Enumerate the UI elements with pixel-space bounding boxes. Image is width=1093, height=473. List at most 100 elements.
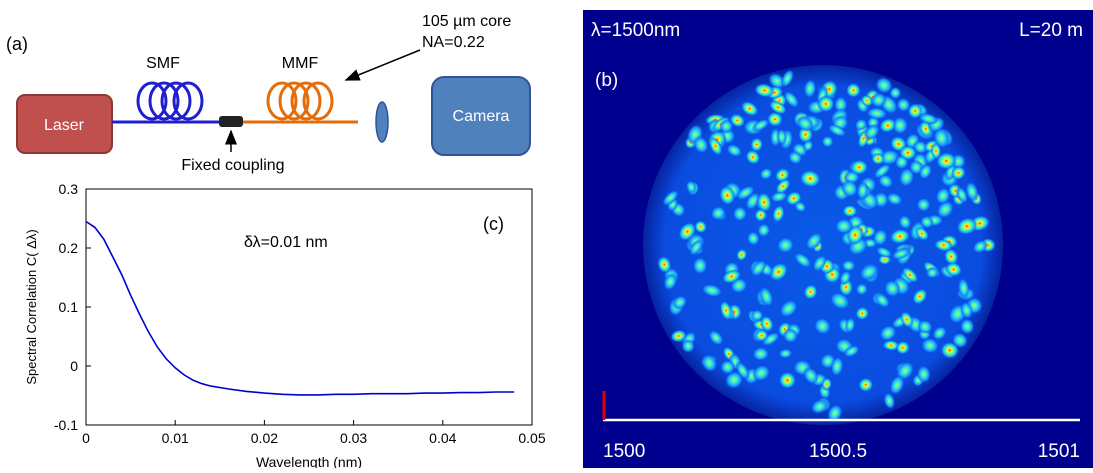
speckle-spot (821, 377, 832, 391)
speckle-spot (750, 137, 764, 152)
speckle-spot (972, 239, 988, 254)
speckle-spot (663, 272, 678, 291)
speckle-spot (879, 117, 897, 133)
speckle-spot (754, 83, 775, 98)
speckle-spot (898, 214, 912, 230)
speckle-spot (678, 222, 697, 242)
speckle-spot (916, 365, 931, 384)
speckle-spot (813, 317, 832, 335)
speckle-spot (935, 152, 957, 170)
scale-tick-end: 1501 (1038, 441, 1080, 462)
speckle-spot (752, 364, 771, 382)
speckle-spot (701, 283, 723, 298)
speckle-spot (796, 115, 815, 132)
camera-box (431, 76, 531, 156)
camera-label: Camera (453, 108, 510, 125)
speckle-spot (759, 167, 773, 180)
speckle-spot (759, 286, 774, 307)
speckle-spot (799, 169, 821, 188)
speckle-spot (768, 72, 786, 90)
speckle-spot (787, 150, 803, 165)
speckle-spot (720, 359, 736, 375)
speckle-spot (889, 374, 905, 396)
laser-label: Laser (44, 117, 85, 134)
speckle-spot (956, 217, 978, 236)
mmf-coil (266, 81, 334, 121)
speckle-spot (943, 248, 959, 266)
speckle-spot (752, 346, 770, 362)
speckle-spot (701, 353, 718, 373)
speckle-spot (863, 124, 880, 141)
schematic-and-plot: (a) Laser SMF Fixed coupling (6, 13, 546, 470)
speckle-spot (767, 111, 783, 127)
speckle-spot (896, 97, 911, 113)
speckle-spot (842, 204, 858, 218)
speckle-spot (898, 145, 917, 161)
speckle-spot (889, 86, 902, 100)
speckle-spot (827, 123, 847, 137)
fixed-coupler (219, 116, 243, 127)
speckle-spot (934, 239, 954, 252)
speckle-spot (850, 159, 869, 175)
speckle-spot (735, 185, 756, 201)
speckle-spot (860, 94, 874, 107)
speckle-spot (907, 103, 923, 119)
speckle-spot (776, 236, 795, 254)
x-tick-label: 0.01 (162, 430, 189, 446)
speckle-spot (708, 329, 724, 346)
speckle-spot (803, 366, 819, 385)
speckle-spot (866, 107, 888, 120)
speckle-spot (898, 167, 915, 188)
speckle-spots (657, 69, 996, 423)
speckle-spot (918, 112, 939, 125)
smf-coil (136, 81, 204, 121)
speckle-spot (875, 76, 893, 94)
speckle-spot (726, 143, 743, 158)
speckle-spot (965, 181, 979, 202)
y-tick-label: 0 (70, 358, 78, 374)
speckle-spot (882, 339, 900, 351)
speckle-spot (827, 404, 843, 423)
speckle-spot (858, 377, 874, 393)
delta-lambda-annotation: δλ=0.01 nm (244, 234, 328, 251)
speckle-spot (662, 189, 680, 207)
speckle-spot (657, 255, 672, 274)
length-label: L=20 m (1019, 20, 1083, 41)
speckle-spot (817, 95, 835, 113)
speckle-spot (871, 152, 885, 165)
lens (375, 101, 389, 143)
panel-label-b: (b) (595, 70, 618, 91)
correlation-plot: -0.100.10.20.3 0 0.01 0.02 0.03 0.04 0.05 (c)… (24, 181, 546, 470)
speckle-spot (830, 356, 844, 377)
speckle-spot (782, 328, 799, 344)
speckle-spot (879, 324, 897, 342)
speckle-spot (950, 165, 966, 181)
speckle-spot (768, 100, 787, 115)
speckle-spot (670, 329, 687, 343)
x-tick-label: 0.02 (251, 430, 278, 446)
speckle-spot (719, 185, 736, 206)
scale-tick-start: 1500 (603, 441, 645, 462)
speckle-spot (821, 135, 834, 148)
speckle-spot (672, 295, 688, 310)
smf-label: SMF (146, 55, 180, 72)
speckle-spot (839, 270, 852, 286)
fiber-spec-arrow (344, 49, 421, 81)
speckle-spot (959, 318, 975, 335)
speckle-spot (834, 218, 854, 235)
speckle-spot (793, 252, 812, 269)
speckle-spot (732, 206, 748, 222)
y-axis-label: Spectral Correlation C( Δλ) (24, 229, 39, 384)
speckle-spot (740, 101, 759, 117)
x-tick-label: 0.05 (518, 430, 545, 446)
speckle-spot (925, 266, 939, 279)
speckle-spot (856, 181, 869, 201)
speckle-spot (944, 261, 963, 277)
speckle-spot (810, 399, 829, 414)
speckle-spot (843, 344, 860, 358)
fiber-spec-na: NA=0.22 (422, 34, 485, 51)
speckle-panel: λ=1500nm L=20 m (b) 1500 1500.5 1501 (583, 10, 1093, 468)
speckle-spot (951, 332, 969, 349)
x-tick-label: 0.03 (340, 430, 367, 446)
speckle-spot (710, 205, 727, 221)
